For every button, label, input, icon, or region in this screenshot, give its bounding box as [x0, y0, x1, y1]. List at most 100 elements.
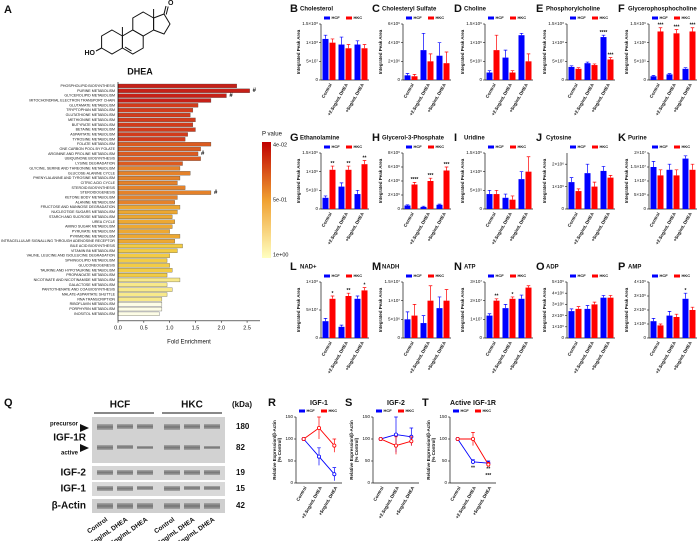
- pathway-label: BILE ACID BIOSYNTHESIS: [70, 244, 115, 248]
- bar: [525, 287, 532, 338]
- y-axis-label: Integrated Peak Area: [378, 287, 383, 332]
- pathway-label: BUTYRATE METABOLISM: [72, 123, 115, 127]
- point: [455, 436, 460, 441]
- legend-swatch: [674, 274, 680, 278]
- bar: [689, 169, 696, 209]
- x-tick-label: Control: [295, 486, 307, 502]
- y-tick-label: 1.5×10⁸: [548, 21, 564, 26]
- error-bar: [526, 156, 531, 172]
- y-tick-label: 0: [561, 206, 564, 211]
- significance-label: ***: [658, 23, 664, 29]
- point: [486, 462, 491, 467]
- bar: [117, 151, 199, 156]
- legend-label: HCF: [332, 273, 341, 278]
- pathway-label: CITRIC ACID CYCLE: [81, 181, 116, 185]
- pathway-label: STEROIDOGENESIS: [80, 191, 115, 195]
- bar: [117, 253, 170, 258]
- error-bar: [346, 292, 351, 296]
- point: [332, 443, 337, 448]
- error-bar: [601, 34, 606, 38]
- error-bar: [362, 44, 367, 49]
- band-marker: precursor: [50, 422, 79, 428]
- error-bar: [576, 306, 581, 309]
- band-arrow: [80, 444, 89, 452]
- bar: [427, 181, 434, 209]
- y-tick-label: 6×10⁶: [388, 21, 400, 26]
- bar: [673, 33, 680, 80]
- pathway-label: MITOCHONDRIAL ELECTRON TRANSPORT CHAIN: [29, 99, 115, 103]
- panel-letter: R: [268, 397, 276, 409]
- pathway-label: PYRIMIDINE METABOLISM: [70, 234, 115, 238]
- y-tick-label: 0: [479, 206, 482, 211]
- x-tick-label: 1.5: [192, 325, 200, 331]
- pathway-label: GLUTATHIONE METABOLISM: [66, 113, 115, 117]
- legend-swatch: [346, 16, 352, 20]
- significance-label: **: [471, 465, 475, 471]
- bar: [673, 317, 680, 338]
- y-tick-label: 1×10⁶: [552, 184, 564, 189]
- bar: [600, 37, 607, 80]
- bar: [650, 321, 657, 338]
- pathway-label: ALANINE METABOLISM: [75, 200, 115, 204]
- bar: [117, 190, 212, 195]
- legend-label: HCF: [332, 15, 341, 20]
- error-bar: [569, 65, 574, 67]
- chart-title: Glycerol-3-Phosphate: [382, 136, 445, 142]
- bar: [575, 68, 582, 80]
- y-axis-label: Integrated Peak Area: [460, 287, 465, 332]
- bar: [322, 197, 329, 209]
- bar: [420, 50, 427, 80]
- bar: [657, 175, 664, 209]
- y-axis-label: Integrated Peak Area: [542, 287, 547, 332]
- legend-swatch: [398, 409, 404, 413]
- y-axis-label: Integrated Peak Area: [378, 29, 383, 74]
- legend-swatch: [510, 145, 516, 149]
- y-tick-label: 3×10⁷: [470, 279, 482, 284]
- bar: [117, 171, 191, 176]
- bar: [486, 315, 493, 338]
- y-tick-label: 1×10⁶: [306, 169, 318, 174]
- pathway-label: PROPANOATE METABOLISM: [66, 273, 115, 277]
- x-tick-label: 2.5: [243, 325, 251, 331]
- unit-label: (kDa): [232, 400, 252, 409]
- y-tick-label: 1×10⁶: [552, 324, 564, 329]
- error-bar: [323, 318, 328, 322]
- error-bar: [674, 169, 679, 176]
- y-tick-label: 4×10⁶: [388, 40, 400, 45]
- y-tick-label: 8×10⁶: [388, 150, 400, 155]
- y-axis-label: Integrated Peak Area: [378, 158, 383, 203]
- y-tick-label: 2×10⁶: [634, 307, 646, 312]
- y-tick-label: 0: [367, 480, 370, 485]
- significance-label: **: [495, 294, 499, 300]
- kda-label: 180: [236, 422, 250, 431]
- error-bar: [339, 324, 344, 327]
- legend-swatch: [592, 16, 598, 20]
- group-label: HKC: [181, 400, 203, 411]
- legend-label: HCF: [414, 144, 423, 149]
- error-bar: [667, 73, 672, 75]
- error-bar: [421, 205, 426, 207]
- pathway-label: ARGININE AND PROLINE METABOLISM: [48, 152, 115, 156]
- error-bar: [330, 295, 335, 299]
- chart-title: Cholesterol: [300, 7, 333, 13]
- error-bar: [569, 177, 574, 183]
- pathway-label: UREA CYCLE: [92, 220, 115, 224]
- bar: [443, 170, 450, 209]
- error-bar: [412, 74, 417, 77]
- y-tick-label: 0: [315, 335, 318, 340]
- colorbar: [262, 142, 271, 258]
- bar: [427, 300, 434, 338]
- pathway-label: INOSITOL METABOLISM: [74, 312, 115, 316]
- bar: [117, 268, 173, 273]
- y-tick-label: 5×10⁶: [634, 192, 646, 197]
- colorbar-label: 4e-02: [273, 142, 287, 148]
- panel-letter: H: [372, 132, 380, 144]
- y-axis-label: (% Control): [431, 437, 436, 462]
- error-bar: [444, 289, 449, 301]
- y-tick-label: 5×10⁶: [552, 279, 564, 284]
- error-bar: [658, 323, 663, 326]
- error-bar: [585, 61, 590, 64]
- y-tick-label: 1×10⁶: [634, 40, 646, 45]
- bar: [117, 200, 175, 205]
- bar: [493, 50, 500, 80]
